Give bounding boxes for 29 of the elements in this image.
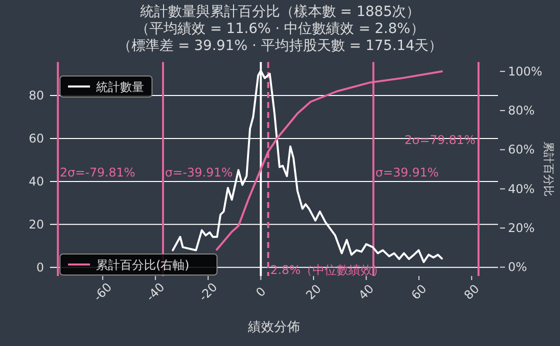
y2-tick-label: 20% xyxy=(508,221,535,236)
y2-tick-label: 60% xyxy=(508,142,535,157)
y-tick-label: 80 xyxy=(28,88,44,103)
y-tick-label: 0 xyxy=(36,260,44,274)
y-tick-label: 20 xyxy=(28,217,44,232)
y-tick-label: 40 xyxy=(28,174,44,188)
text: （標準差 = 39.91% · 平均持股天數 = 175.14天） xyxy=(118,38,442,54)
x-tick-label: -60 xyxy=(90,280,115,304)
legend-label: 累計百分比(右軸) xyxy=(96,258,190,272)
legend-label: 統計數量 xyxy=(96,80,144,94)
x-tick-label: 40 xyxy=(356,282,377,302)
x-tick-label: -40 xyxy=(144,280,168,304)
y2-tick-label: 0% xyxy=(508,260,528,274)
x-axis-title: 績效分佈 xyxy=(247,320,300,335)
annotation: 2σ=-79.81% xyxy=(60,165,136,180)
annotation: σ=-39.91% xyxy=(165,165,233,180)
chart-title: 統計數量與累計百分比（樣本數 = 1885次） xyxy=(140,4,420,20)
x-tick-label: 80 xyxy=(461,282,482,302)
y2-tick-label: 40% xyxy=(508,182,535,196)
x-tick-label: 0 xyxy=(253,284,268,300)
x-tick-label: -20 xyxy=(196,280,220,304)
annotation: σ=39.91% xyxy=(375,165,439,180)
y2-tick-label: 100% xyxy=(508,64,542,78)
y-tick-label: 60 xyxy=(28,131,44,146)
y2-tick-label: 80% xyxy=(508,104,535,118)
y2-axis-title: 累計百分比 xyxy=(542,142,555,196)
x-tick-label: 20 xyxy=(303,282,324,302)
chart-subtitle: （平均績效 = 11.6% · 中位數績效 = 2.8%） xyxy=(136,21,424,37)
x-tick-label: 60 xyxy=(408,282,430,302)
